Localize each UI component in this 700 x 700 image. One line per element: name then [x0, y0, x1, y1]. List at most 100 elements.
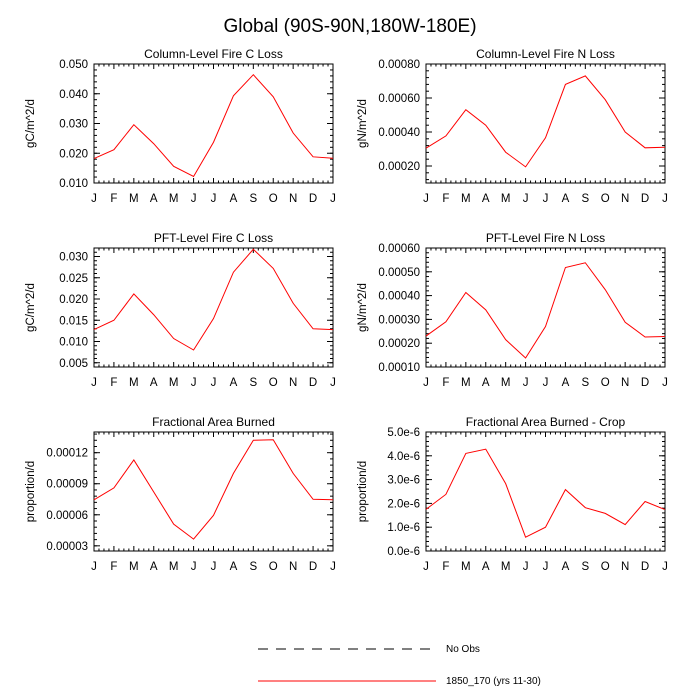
x-tick-label: A: [482, 561, 490, 573]
x-tick-label: D: [309, 377, 317, 389]
y-tick-label: 0.025: [59, 273, 88, 285]
x-tick-label: D: [641, 377, 649, 389]
x-tick-label: M: [129, 377, 139, 389]
x-tick-label: A: [230, 377, 238, 389]
legend-no-obs-label: No Obs: [446, 644, 480, 655]
x-tick-label: D: [641, 193, 649, 205]
x-tick-label: J: [423, 193, 429, 205]
x-tick-label: J: [330, 561, 336, 573]
y-tick-label: 0.00012: [46, 448, 88, 460]
y-tick-label: 0.0e-6: [387, 546, 420, 558]
x-tick-label: M: [501, 561, 511, 573]
x-tick-label: M: [461, 561, 471, 573]
x-tick-label: A: [150, 377, 158, 389]
x-tick-label: J: [330, 193, 336, 205]
x-tick-label: M: [461, 193, 471, 205]
y-tick-label: 0.050: [59, 59, 88, 71]
x-tick-label: N: [621, 377, 629, 389]
y-axis-label: gC/m^2/d: [25, 283, 37, 332]
y-tick-label: 0.00050: [378, 267, 420, 279]
x-tick-label: M: [169, 561, 179, 573]
y-tick-label: 5.0e-6: [387, 427, 420, 439]
x-tick-label: J: [91, 561, 97, 573]
x-tick-label: N: [289, 561, 297, 573]
plot-frame: [93, 63, 334, 184]
x-tick-label: O: [601, 193, 610, 205]
x-tick-label: D: [641, 561, 649, 573]
x-tick-label: N: [289, 193, 297, 205]
x-tick-label: M: [501, 377, 511, 389]
x-tick-label: A: [150, 561, 158, 573]
plot-frame: [425, 63, 666, 184]
x-tick-label: J: [662, 193, 668, 205]
panel-title: PFT-Level Fire N Loss: [486, 231, 605, 245]
y-tick-label: 1.0e-6: [387, 522, 420, 534]
x-tick-label: F: [110, 377, 117, 389]
y-tick-label: 0.00006: [46, 510, 88, 522]
y-tick-label: 4.0e-6: [387, 451, 420, 463]
x-tick-label: D: [309, 193, 317, 205]
panel-title: PFT-Level Fire C Loss: [154, 231, 273, 245]
x-tick-label: M: [129, 193, 139, 205]
x-tick-label: N: [289, 377, 297, 389]
x-tick-label: A: [230, 561, 238, 573]
y-tick-label: 0.00020: [378, 161, 420, 173]
y-axis-label: gN/m^2/d: [357, 99, 369, 148]
panel-title: Column-Level Fire C Loss: [144, 47, 283, 61]
x-tick-label: J: [191, 561, 197, 573]
x-tick-label: J: [91, 193, 97, 205]
y-tick-label: 0.015: [59, 315, 88, 327]
x-tick-label: A: [230, 193, 238, 205]
x-tick-label: F: [442, 561, 449, 573]
series-line: [425, 75, 666, 168]
x-tick-label: O: [269, 561, 278, 573]
x-tick-label: O: [269, 193, 278, 205]
x-tick-label: J: [330, 377, 336, 389]
x-tick-label: J: [523, 377, 529, 389]
x-tick-label: M: [169, 377, 179, 389]
x-tick-label: N: [621, 193, 629, 205]
y-tick-label: 0.00080: [378, 59, 420, 71]
x-tick-label: O: [269, 377, 278, 389]
y-tick-label: 0.005: [59, 358, 88, 370]
panel-title: Fractional Area Burned - Crop: [466, 415, 626, 429]
y-axis-label: gN/m^2/d: [357, 283, 369, 332]
x-tick-label: O: [601, 561, 610, 573]
x-tick-label: A: [562, 193, 570, 205]
series-line: [93, 439, 334, 540]
x-tick-label: J: [662, 377, 668, 389]
x-tick-label: J: [662, 561, 668, 573]
x-tick-label: F: [442, 193, 449, 205]
y-tick-label: 0.00060: [378, 243, 420, 255]
y-axis-label: gC/m^2/d: [25, 99, 37, 148]
x-tick-label: J: [191, 377, 197, 389]
x-tick-label: S: [249, 377, 257, 389]
x-tick-label: M: [129, 561, 139, 573]
y-tick-label: 0.00020: [378, 338, 420, 350]
x-tick-label: J: [543, 193, 549, 205]
x-tick-label: M: [501, 193, 511, 205]
x-tick-label: O: [601, 377, 610, 389]
x-tick-label: A: [150, 193, 158, 205]
x-tick-label: S: [581, 561, 589, 573]
x-tick-label: A: [482, 193, 490, 205]
y-tick-label: 0.00010: [378, 362, 420, 374]
series-line: [93, 73, 334, 178]
x-tick-label: F: [110, 193, 117, 205]
x-tick-label: S: [249, 193, 257, 205]
y-tick-label: 0.030: [59, 252, 88, 264]
x-tick-label: J: [191, 193, 197, 205]
x-tick-label: S: [249, 561, 257, 573]
y-axis-label: proportion/d: [357, 461, 369, 522]
legend: No Obs 1850_170 (yrs 11-30): [258, 644, 541, 687]
y-tick-label: 0.00030: [378, 314, 420, 326]
plot-frame: [93, 247, 334, 368]
x-tick-label: J: [211, 561, 217, 573]
series-line: [425, 262, 666, 359]
plot-frame: [425, 431, 666, 552]
y-tick-label: 3.0e-6: [387, 475, 420, 487]
x-tick-label: S: [581, 377, 589, 389]
